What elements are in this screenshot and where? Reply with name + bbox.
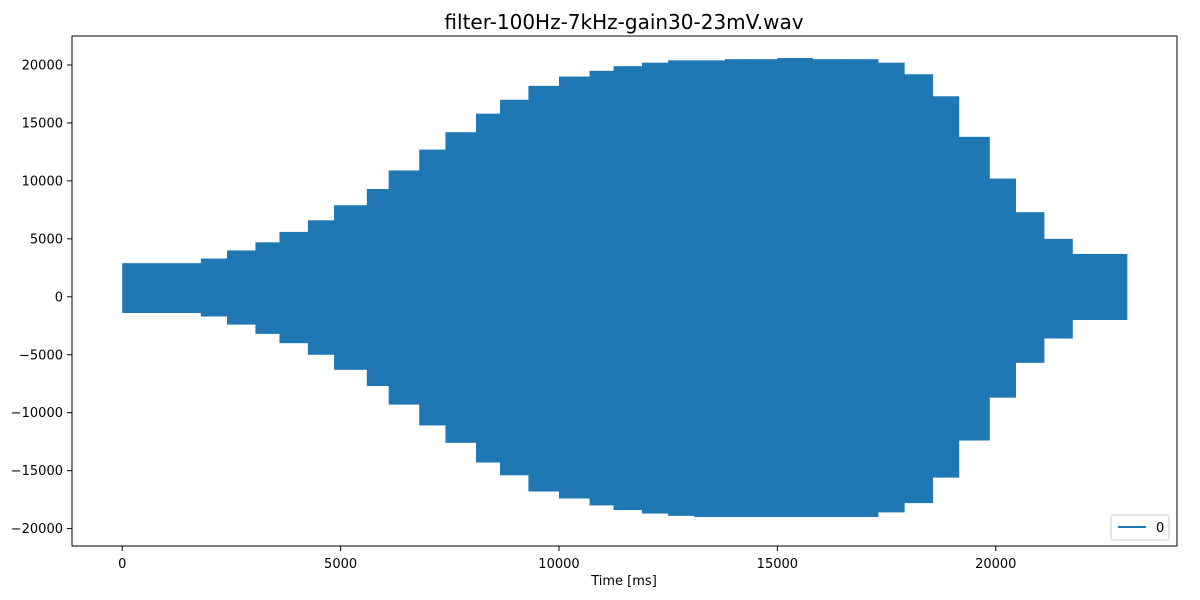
waveform-segment [122,263,202,314]
waveform-segment [227,250,257,325]
y-tick-label: −20000 [11,522,63,537]
waveform-segment [751,59,778,518]
waveform-segment [1072,253,1128,320]
y-tick-label: 10000 [22,174,63,189]
waveform-segment [613,66,643,511]
legend-label: 0 [1156,521,1164,536]
waveform-segment [307,220,335,355]
waveform-segment [777,58,813,518]
waveform-segment [724,59,752,518]
waveform-segment [1015,212,1045,363]
waveform-segment [500,99,530,476]
plot-area [122,58,1128,518]
x-tick-label: 15000 [757,557,798,572]
waveform-segment [528,85,560,492]
waveform-segment [476,113,501,463]
waveform-segment [989,178,1016,398]
waveform-segment [388,170,420,405]
y-tick-label: −10000 [11,406,63,421]
waveform-segment [279,231,309,344]
waveform-segment [958,136,990,441]
waveform-segment [589,70,615,506]
y-tick-label: 5000 [30,232,63,247]
waveform-segment [1043,238,1073,339]
waveform-segment [840,59,879,518]
x-tick-label: 20000 [975,557,1016,572]
x-tick-label: 5000 [324,557,357,572]
waveform-segment [877,62,905,513]
y-tick-label: 0 [55,290,63,305]
axes-frame [71,35,1178,547]
waveform-segment [255,242,281,334]
y-tick-label: −15000 [11,464,63,479]
chart-title: filter-100Hz-7kHz-gain30-23mV.wav [444,10,803,34]
waveform-segment [694,60,726,518]
waveform-segment [334,205,368,370]
x-tick-label: 0 [118,557,126,572]
y-tick-label: 15000 [22,116,63,131]
y-tick-label: 20000 [22,58,63,73]
y-axis: −20000 −15000 −10000 −5000 0 5000 10000 15000 20… [11,58,72,537]
legend: 0 [1110,514,1170,541]
waveform-segment [641,62,669,514]
waveform-segment [558,76,591,499]
waveform-segment [932,96,960,478]
waveform-segment [419,149,447,426]
waveform-segment [668,60,695,516]
waveform-segment [445,132,477,443]
waveform-segment [904,74,934,504]
waveform-segment [200,258,228,317]
y-tick-label: −5000 [19,348,63,363]
x-axis: 0 5000 10000 15000 20000 [118,546,1016,572]
x-axis-label: Time [ms] [590,574,657,589]
waveform-segment [812,59,842,518]
x-tick-label: 10000 [538,557,579,572]
waveform-segment [366,189,390,387]
